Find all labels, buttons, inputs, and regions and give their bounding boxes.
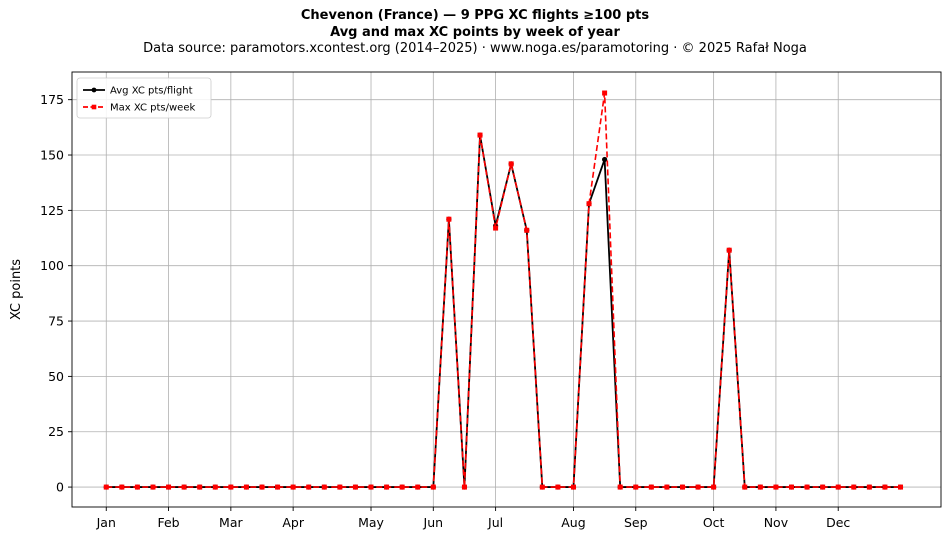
data-point bbox=[181, 484, 187, 490]
chart-title-line-2: Avg and max XC points by week of year bbox=[330, 24, 620, 40]
data-point bbox=[228, 484, 234, 490]
x-tick-label: Feb bbox=[157, 515, 179, 530]
legend-box bbox=[76, 77, 212, 119]
chart-title-line-1: Chevenon (France) — 9 PPG XC flights ≥10… bbox=[300, 8, 650, 23]
data-point bbox=[508, 161, 514, 167]
x-axis: Jan Feb Mar Apr May Jun Jul Aug Sep Oct Nov Dec bbox=[96, 507, 850, 530]
data-point bbox=[664, 484, 670, 490]
data-point bbox=[882, 484, 888, 490]
y-tick-label: 100 bbox=[40, 258, 64, 273]
y-axis-label: XC points bbox=[9, 259, 24, 320]
data-point bbox=[103, 484, 109, 490]
data-point bbox=[415, 484, 421, 490]
x-tick-label: Jan bbox=[96, 515, 116, 530]
data-point bbox=[617, 484, 623, 490]
y-axis: 0 25 50 75 100 125 150 175 bbox=[40, 92, 72, 495]
data-point bbox=[679, 484, 685, 490]
data-point bbox=[524, 227, 530, 233]
y-tick-label: 50 bbox=[48, 369, 64, 384]
data-point bbox=[788, 484, 794, 490]
y-tick-label: 125 bbox=[40, 203, 64, 218]
data-point bbox=[866, 484, 872, 490]
data-point bbox=[275, 484, 281, 490]
legend-marker bbox=[91, 104, 97, 110]
data-point bbox=[399, 484, 405, 490]
data-point bbox=[337, 484, 343, 490]
data-point bbox=[134, 484, 140, 490]
data-point bbox=[493, 225, 499, 231]
plot-frame bbox=[71, 71, 942, 508]
legend-label: Avg XC pts/flight bbox=[110, 86, 193, 97]
data-point bbox=[119, 484, 125, 490]
x-tick-label: May bbox=[358, 515, 384, 530]
data-point bbox=[212, 484, 218, 490]
data-point bbox=[602, 156, 608, 163]
chart-title-block: Chevenon (France) — 9 PPG XC flights ≥10… bbox=[0, 8, 950, 58]
data-point bbox=[773, 484, 779, 490]
x-tick-label: Aug bbox=[561, 515, 585, 530]
data-point bbox=[352, 484, 358, 490]
data-point bbox=[570, 484, 576, 490]
data-point bbox=[711, 484, 717, 490]
data-point bbox=[243, 484, 249, 490]
data-point bbox=[368, 484, 374, 490]
data-point bbox=[166, 484, 172, 490]
data-point bbox=[477, 132, 483, 138]
data-point bbox=[306, 484, 312, 490]
data-point bbox=[695, 484, 701, 490]
data-point bbox=[898, 484, 904, 490]
data-point bbox=[446, 216, 452, 222]
data-point bbox=[804, 484, 810, 490]
data-point bbox=[851, 484, 857, 490]
data-point bbox=[586, 201, 592, 207]
data-point bbox=[835, 484, 841, 490]
y-tick-label: 0 bbox=[56, 480, 64, 495]
x-tick-label: Oct bbox=[703, 515, 725, 530]
series-line bbox=[106, 92, 901, 488]
data-point bbox=[633, 484, 639, 490]
data-point bbox=[539, 484, 545, 490]
y-tick-label: 175 bbox=[40, 92, 64, 107]
y-tick-label: 25 bbox=[48, 424, 64, 439]
data-point bbox=[461, 484, 467, 490]
data-point bbox=[321, 484, 327, 490]
data-point bbox=[602, 90, 608, 96]
data-point bbox=[259, 484, 265, 490]
y-tick-label: 150 bbox=[40, 148, 64, 163]
legend: Avg XC pts/flight Max XC pts/week bbox=[76, 77, 212, 119]
x-tick-label: Dec bbox=[826, 515, 850, 530]
data-point bbox=[742, 484, 748, 490]
y-tick-label: 75 bbox=[48, 314, 64, 329]
chart-subtitle: Data source: paramotors.xcontest.org (20… bbox=[143, 41, 807, 56]
x-tick-label: Nov bbox=[764, 515, 789, 530]
data-point bbox=[430, 484, 436, 490]
grid-lines bbox=[72, 72, 941, 507]
x-tick-label: Sep bbox=[624, 515, 648, 530]
x-tick-label: Jul bbox=[487, 515, 503, 530]
plot-area bbox=[72, 72, 941, 507]
legend-label: Max XC pts/week bbox=[110, 103, 195, 114]
data-point bbox=[757, 484, 763, 490]
data-point bbox=[197, 484, 203, 490]
data-point bbox=[726, 247, 732, 253]
x-tick-label: Jun bbox=[423, 515, 444, 530]
data-point bbox=[290, 484, 296, 490]
data-point bbox=[555, 484, 561, 490]
data-point bbox=[820, 484, 826, 490]
x-tick-label: Apr bbox=[282, 515, 304, 530]
x-tick-label: Mar bbox=[219, 515, 243, 530]
data-point bbox=[648, 484, 654, 490]
legend-marker bbox=[91, 87, 97, 93]
data-point bbox=[150, 484, 156, 490]
data-point bbox=[384, 484, 390, 490]
series-max bbox=[103, 90, 904, 490]
